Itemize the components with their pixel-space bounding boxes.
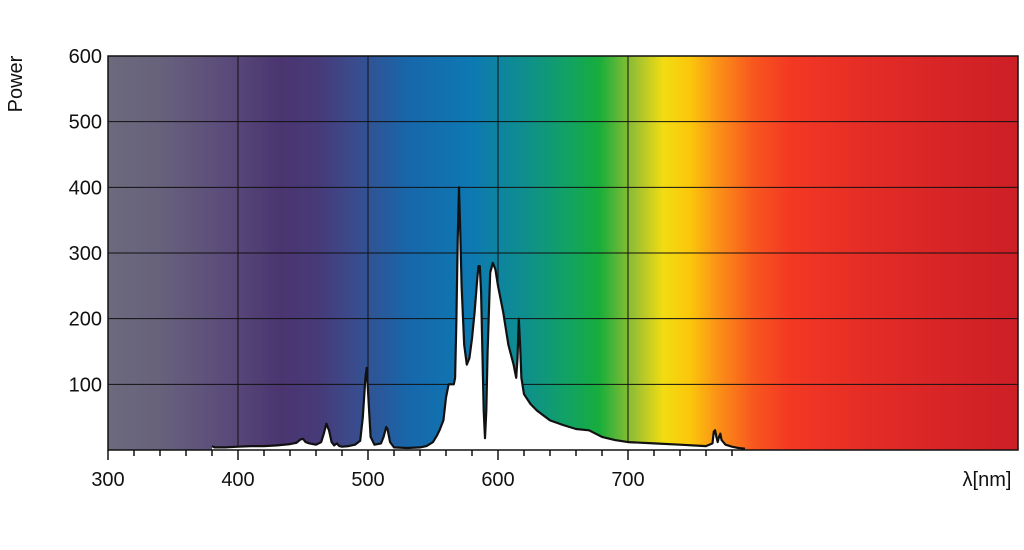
tick-labels: 300 400 500 600 700 100 200 300 400 500 600 bbox=[69, 46, 645, 491]
x-tick-label: 300 bbox=[91, 469, 124, 491]
y-tick-label: 200 bbox=[69, 309, 102, 331]
y-tick-label: 100 bbox=[69, 374, 102, 396]
x-tick-label: 600 bbox=[481, 469, 514, 491]
y-tick-label: 300 bbox=[69, 243, 102, 265]
x-tick-label: 400 bbox=[221, 469, 254, 491]
spectrum-line bbox=[211, 186, 746, 450]
y-tick-label: 600 bbox=[69, 46, 102, 68]
y-axis-label: Power bbox=[5, 55, 27, 112]
x-tick-label: 500 bbox=[351, 469, 384, 491]
spectrum-area bbox=[212, 187, 745, 451]
axis-ticks bbox=[107, 450, 733, 460]
y-tick-label: 400 bbox=[69, 177, 102, 199]
plot-frame bbox=[107, 55, 1019, 451]
x-axis-label: λ[nm] bbox=[963, 469, 1012, 491]
y-tick-label: 500 bbox=[69, 112, 102, 134]
x-tick-label: 700 bbox=[611, 469, 644, 491]
